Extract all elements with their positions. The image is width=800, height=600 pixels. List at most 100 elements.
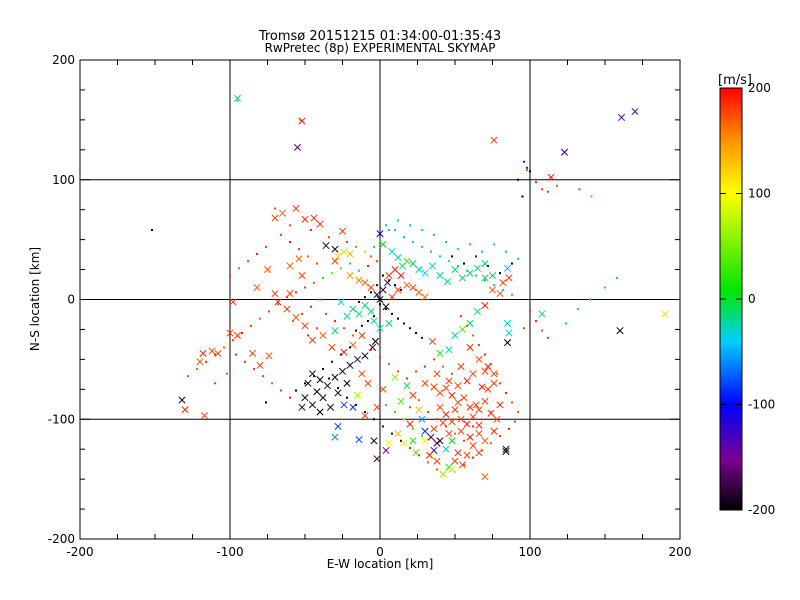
x-marker-point	[454, 382, 462, 390]
dot-marker-point	[505, 391, 507, 394]
x-marker-point	[436, 403, 444, 411]
dot-marker-point	[379, 238, 381, 241]
dot-marker-point	[355, 329, 357, 332]
dot-marker-point	[448, 260, 450, 263]
x-marker-point	[334, 252, 342, 260]
x-marker-point	[385, 439, 393, 447]
x-marker-point	[253, 283, 261, 292]
dot-marker-point	[412, 427, 414, 430]
x-marker-point	[388, 293, 396, 301]
dot-marker-point	[427, 411, 429, 414]
x-marker-point	[466, 343, 474, 351]
x-marker-point	[323, 382, 332, 390]
dot-marker-point	[385, 403, 387, 406]
dot-marker-point	[310, 305, 312, 308]
dot-marker-point	[289, 241, 291, 244]
dot-marker-point	[232, 339, 234, 342]
x-marker-point	[382, 446, 390, 454]
x-marker-point	[616, 327, 624, 335]
x-marker-point	[443, 277, 452, 286]
dot-marker-point	[430, 250, 432, 253]
x-marker-point	[340, 248, 348, 256]
dot-marker-point	[388, 279, 390, 282]
colorbar-tick-label-1: 100	[748, 187, 771, 201]
dot-marker-point	[253, 367, 255, 370]
x-marker-point	[376, 324, 384, 332]
dot-marker-point	[484, 279, 486, 282]
x-marker-point	[415, 406, 423, 414]
dot-marker-point	[304, 286, 306, 289]
dot-marker-point	[547, 336, 549, 339]
x-marker-point	[391, 266, 399, 274]
x-marker-point	[355, 436, 363, 444]
x-marker-point	[391, 373, 399, 381]
colorbar-tick-label-3: -100	[748, 398, 775, 412]
x-marker-point	[472, 401, 480, 409]
dot-marker-point	[400, 288, 402, 291]
dot-marker-point	[376, 284, 378, 287]
x-marker-point	[445, 377, 453, 385]
x-marker-point	[367, 283, 375, 292]
x-marker-point	[358, 370, 366, 378]
x-marker-point	[278, 209, 287, 217]
x-marker-point	[488, 271, 497, 280]
x-marker-point	[457, 363, 465, 371]
dot-marker-point	[604, 286, 606, 289]
dot-marker-point	[280, 389, 282, 392]
x-marker-point	[376, 230, 384, 238]
dot-marker-point	[481, 449, 483, 452]
dot-marker-point	[493, 284, 495, 287]
x-tick-label-2: 0	[376, 545, 384, 559]
chart-title: Tromsø 20151215 01:34:00-01:35:43	[258, 29, 501, 44]
x-marker-point	[385, 319, 393, 328]
dot-marker-point	[298, 248, 300, 251]
dot-marker-point	[214, 382, 216, 385]
x-marker-point	[436, 349, 444, 357]
dot-marker-point	[469, 243, 471, 246]
dot-marker-point	[424, 365, 426, 368]
x-marker-point	[469, 413, 477, 421]
dot-marker-point	[304, 382, 306, 385]
x-marker-point	[371, 337, 380, 345]
dot-marker-point	[370, 348, 372, 351]
dot-marker-point	[517, 178, 519, 181]
dot-marker-point	[289, 224, 291, 227]
dot-marker-point	[505, 250, 507, 253]
x-marker-point	[292, 204, 300, 213]
dot-marker-point	[229, 274, 231, 277]
x-marker-point	[256, 361, 264, 369]
dot-marker-point	[346, 241, 348, 244]
x-marker-point	[538, 310, 546, 318]
dot-marker-point	[409, 327, 411, 330]
x-marker-point	[343, 312, 351, 320]
x-marker-point	[454, 398, 462, 407]
dot-marker-point	[376, 260, 378, 263]
dot-marker-point	[322, 276, 324, 279]
x-marker-point	[274, 298, 282, 306]
dot-marker-point	[295, 389, 297, 392]
dot-marker-point	[349, 346, 351, 349]
x-marker-point	[490, 427, 498, 435]
x-marker-point	[433, 457, 441, 465]
dot-marker-point	[403, 322, 405, 325]
dot-marker-point	[394, 229, 396, 232]
dot-marker-point	[535, 181, 537, 184]
dot-marker-point	[259, 317, 261, 320]
x-marker-point	[361, 412, 369, 420]
dot-marker-point	[511, 293, 513, 296]
dot-marker-point	[433, 358, 435, 361]
x-marker-point	[394, 254, 402, 262]
dot-marker-point	[487, 264, 489, 267]
x-marker-point	[310, 214, 318, 222]
dot-marker-point	[490, 363, 492, 366]
dot-marker-point	[421, 245, 423, 248]
x-marker-point	[373, 403, 381, 411]
dot-marker-point	[268, 310, 270, 313]
dot-marker-point	[502, 288, 504, 291]
dot-marker-point	[406, 377, 408, 380]
dot-marker-point	[316, 262, 318, 265]
dot-marker-point	[547, 190, 549, 193]
x-marker-point	[433, 370, 441, 378]
dot-marker-point	[409, 446, 411, 449]
dot-marker-point	[370, 255, 372, 258]
